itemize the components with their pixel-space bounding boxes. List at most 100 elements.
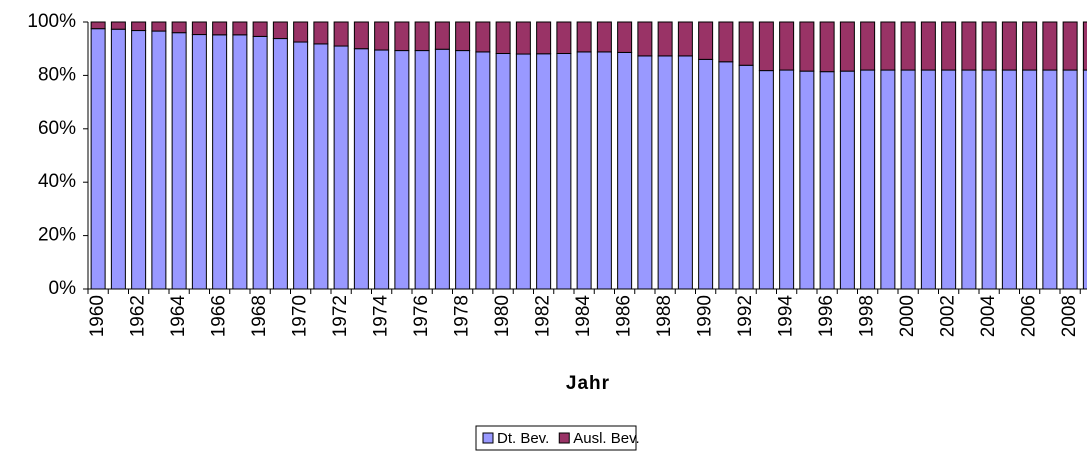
- bar-segment: [981, 69, 997, 290]
- x-tick-label: 1992: [735, 295, 756, 337]
- bar-segment: [637, 21, 653, 57]
- bar-segment: [596, 51, 612, 290]
- bar-segment: [556, 53, 572, 290]
- x-tick-label: 1974: [371, 295, 392, 338]
- bar-segment: [1082, 21, 1087, 71]
- bar-segment: [151, 21, 167, 32]
- bar-segment: [941, 69, 957, 290]
- bar-segment: [900, 69, 916, 290]
- bar-segment: [779, 21, 795, 71]
- x-tick-label: 1972: [330, 295, 351, 337]
- bar-segment: [110, 21, 126, 30]
- bar-segment: [596, 21, 612, 53]
- bar-segment: [232, 34, 248, 290]
- bar-segment: [1082, 69, 1087, 290]
- bar-segment: [880, 69, 896, 290]
- bar-segment: [738, 64, 754, 290]
- x-tick-label: 1980: [492, 295, 513, 337]
- x-tick-label: 1966: [209, 295, 230, 337]
- bar-segment: [232, 21, 248, 36]
- bar-segment: [414, 50, 430, 290]
- bar-segment: [272, 21, 288, 40]
- bar-segment: [677, 21, 693, 57]
- x-axis-title: Jahr: [566, 373, 610, 394]
- bar-segment: [171, 32, 187, 290]
- bar-segment: [637, 55, 653, 290]
- bar-segment: [1042, 21, 1058, 71]
- bar-segment: [333, 21, 349, 47]
- bar-segment: [252, 21, 268, 37]
- bar-segment: [151, 30, 167, 290]
- bar-segment: [495, 53, 511, 290]
- bar-segment: [414, 21, 430, 52]
- legend: Dt. Bev. Ausl. Bev.: [475, 425, 640, 451]
- bar-segment: [839, 21, 855, 72]
- bar-segment: [617, 21, 633, 53]
- bar-segment: [475, 51, 491, 290]
- bar-segment: [617, 51, 633, 290]
- bar-segment: [394, 21, 410, 52]
- bar-segment: [212, 34, 228, 290]
- bar-segment: [515, 53, 531, 290]
- bar-segment: [860, 69, 876, 290]
- bar-segment: [131, 21, 147, 32]
- bar-segment: [110, 28, 126, 290]
- x-tick-label: 1998: [857, 295, 878, 337]
- bar-segment: [556, 21, 572, 55]
- y-tick-label: 100%: [27, 11, 76, 32]
- x-tick-label: 1964: [168, 295, 189, 338]
- bar-segment: [212, 21, 228, 36]
- x-tick-label: 2002: [938, 295, 959, 337]
- bar-segment: [657, 55, 673, 290]
- bar-segment: [333, 45, 349, 290]
- bar-segment: [475, 21, 491, 53]
- x-tick-label: 1990: [695, 295, 716, 337]
- y-tick-label: 60%: [38, 118, 76, 139]
- bar-segment: [799, 70, 815, 290]
- bar-segment: [394, 50, 410, 290]
- bar-segment: [1062, 69, 1078, 290]
- bar-segment: [293, 21, 309, 43]
- x-tick-label: 2000: [897, 295, 918, 337]
- bar-segment: [293, 41, 309, 290]
- y-tick-label: 40%: [38, 171, 76, 192]
- bar-segment: [576, 51, 592, 290]
- bar-segment: [495, 21, 511, 55]
- bar-segment: [839, 70, 855, 290]
- x-tick-label: 1982: [533, 295, 554, 337]
- bar-segment: [171, 21, 187, 34]
- bar-segment: [353, 21, 369, 50]
- x-tick-label: 1978: [452, 295, 473, 337]
- bar-segment: [698, 58, 714, 290]
- bar-segment: [941, 21, 957, 71]
- bar-segment: [191, 34, 207, 290]
- x-tick-label: 1996: [816, 295, 837, 337]
- bar-segment: [536, 53, 552, 290]
- bar-segment: [1001, 21, 1017, 71]
- bar-segment: [313, 43, 329, 290]
- bar-segment: [799, 21, 815, 72]
- x-tick-label: 1986: [614, 295, 635, 337]
- bar-segment: [880, 21, 896, 71]
- bar-segment: [434, 21, 450, 50]
- legend-swatch: [558, 432, 570, 444]
- bar-segment: [981, 21, 997, 71]
- bar-segment: [1062, 21, 1078, 71]
- bar-segment: [860, 21, 876, 71]
- bar-segment: [191, 21, 207, 36]
- bar-segment: [374, 21, 390, 51]
- bar-segment: [252, 35, 268, 290]
- bar-segment: [1022, 69, 1038, 290]
- x-tick-label: 1968: [249, 295, 270, 337]
- bar-segment: [272, 38, 288, 290]
- bar-segment: [718, 21, 734, 63]
- bar-segment: [779, 69, 795, 290]
- bar-segment: [819, 71, 835, 290]
- bar-segment: [515, 21, 531, 55]
- bar-segment: [434, 48, 450, 290]
- bar-segment: [455, 50, 471, 290]
- bar-segment: [455, 21, 471, 52]
- legend-swatch: [482, 432, 494, 444]
- legend-label: Dt. Bev.: [497, 430, 549, 447]
